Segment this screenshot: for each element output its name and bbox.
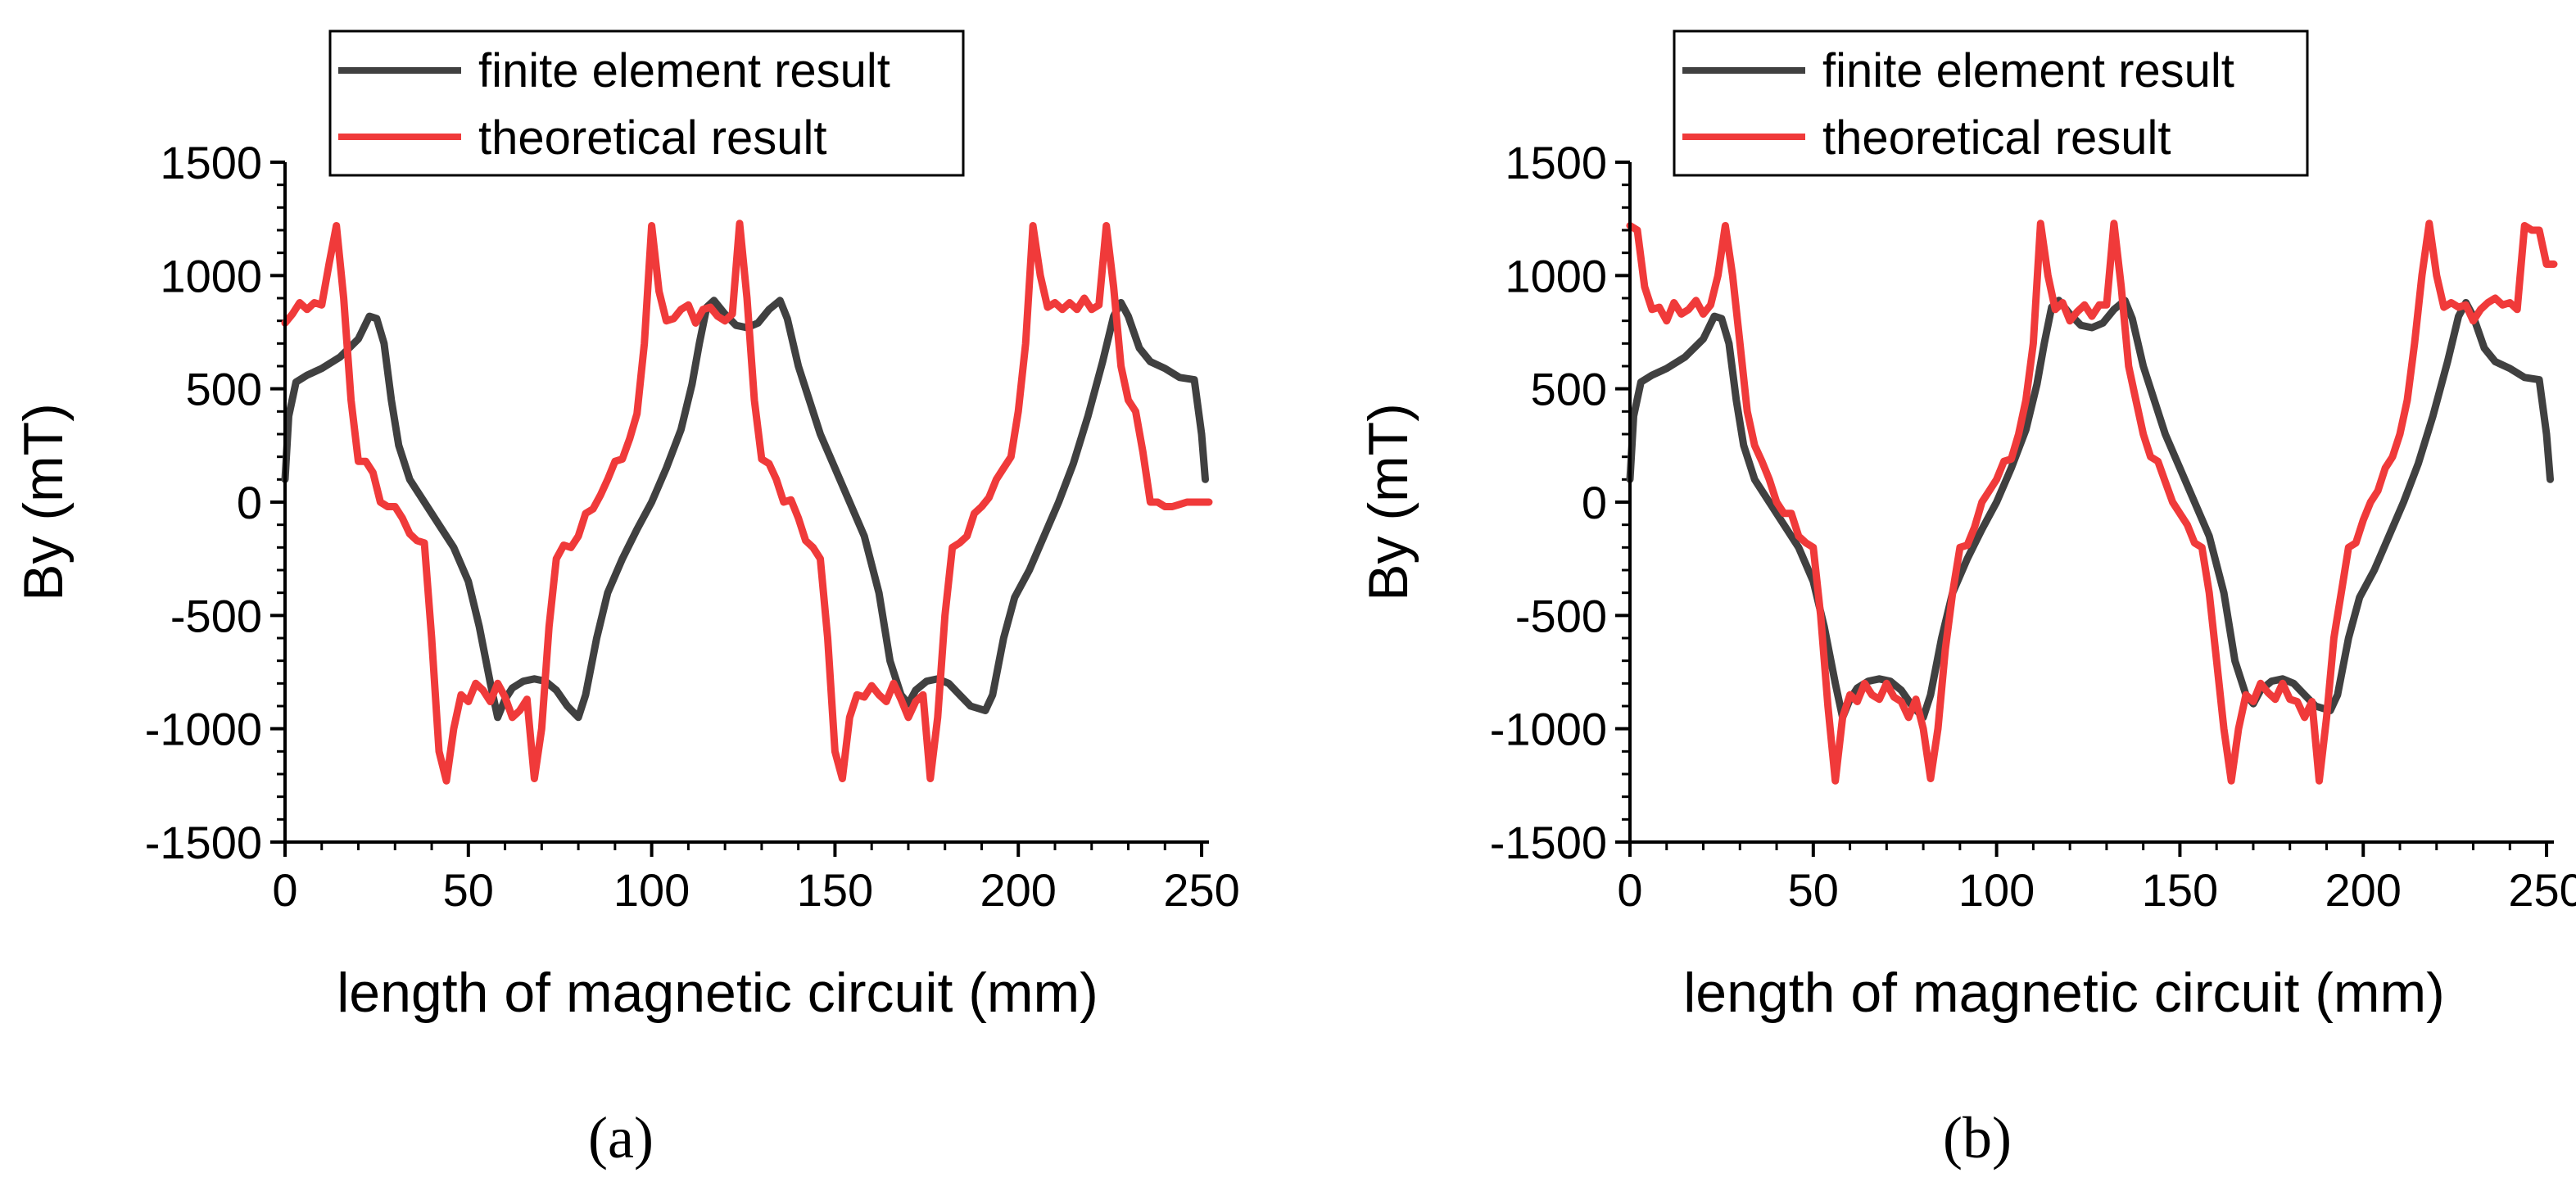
panel-label-a: (a) — [588, 1105, 654, 1171]
x-tick-label: 200 — [980, 864, 1057, 916]
y-tick-label: 500 — [1531, 364, 1607, 415]
x-axis-title: length of magnetic circuit (mm) — [337, 962, 1098, 1024]
x-tick-label: 50 — [443, 864, 494, 916]
y-tick-label: -1000 — [1490, 704, 1607, 755]
legend: finite element result theoretical result — [328, 29, 965, 177]
legend-label-th: theoretical result — [478, 111, 827, 165]
x-tick-label: 0 — [272, 864, 297, 916]
y-tick-label: 1500 — [160, 137, 262, 188]
y-tick-label: -500 — [1515, 590, 1607, 641]
x-axis-title: length of magnetic circuit (mm) — [1683, 962, 2445, 1024]
x-tick-label: 150 — [2142, 864, 2218, 916]
legend-label-fe: finite element result — [478, 44, 890, 97]
series-line-th — [1626, 220, 2558, 785]
y-axis-title: By (mT) — [12, 403, 75, 601]
x-tick-label: 150 — [797, 864, 873, 916]
legend-label-th: theoretical result — [1822, 111, 2171, 165]
series-line-fe — [1626, 297, 2554, 722]
x-tick-label: 50 — [1788, 864, 1839, 916]
legend-box — [328, 29, 965, 177]
y-tick-label: -1500 — [145, 817, 262, 868]
series-line-th — [281, 220, 1213, 785]
legend: finite element result theoretical result — [1673, 29, 2309, 177]
x-tick-label: 250 — [1163, 864, 1239, 916]
y-tick-label: 1500 — [1505, 137, 1607, 188]
y-tick-label: -1500 — [1490, 817, 1607, 868]
x-tick-label: 200 — [2325, 864, 2402, 916]
panel-label-b: (b) — [1943, 1105, 2012, 1171]
x-tick-label: 100 — [1958, 864, 2035, 916]
y-axis-title: By (mT) — [1357, 403, 1419, 601]
y-tick-label: -500 — [170, 590, 262, 641]
y-tick-label: 500 — [186, 364, 262, 415]
y-tick-label: -1000 — [145, 704, 262, 755]
x-tick-label: 0 — [1617, 864, 1642, 916]
legend-box — [1673, 29, 2309, 177]
y-tick-label: 0 — [1582, 477, 1607, 528]
y-tick-label: 1000 — [1505, 250, 1607, 301]
x-tick-label: 100 — [613, 864, 690, 916]
legend-label-fe: finite element result — [1822, 44, 2234, 97]
y-tick-label: 0 — [237, 477, 262, 528]
y-tick-label: 1000 — [160, 250, 262, 301]
x-tick-label: 250 — [2508, 864, 2576, 916]
series-line-fe — [281, 297, 1209, 722]
